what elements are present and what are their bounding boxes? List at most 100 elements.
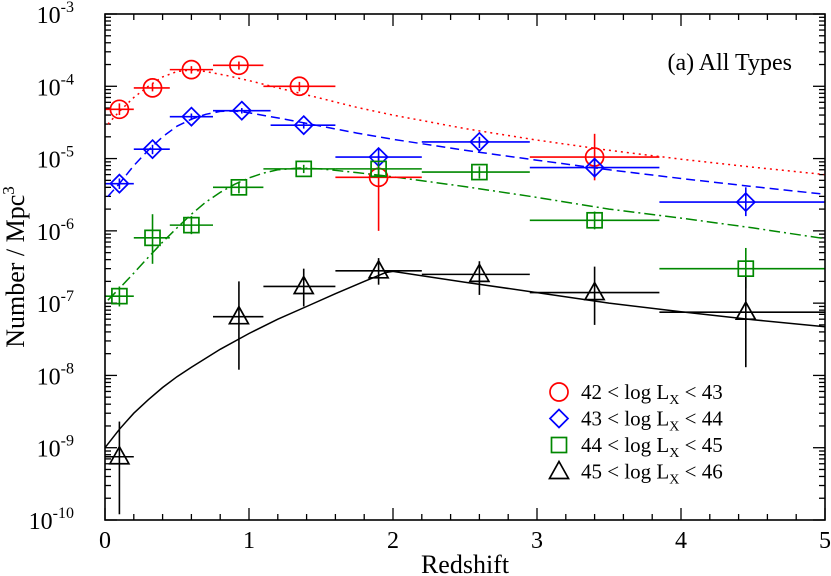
point-triangle-marker [468,262,491,283]
point-circle-marker [181,59,202,80]
x-tick-label: 1 [243,528,255,554]
legend-label-subscript: X [669,473,679,488]
legend-label: 43 < log LX < 44 [581,407,723,435]
x-tick-label: 5 [819,528,831,554]
legend-label-suffix: < 44 [679,407,723,431]
model-curve-series-2 [107,110,826,197]
y-tick-label: 10-4 [37,71,74,101]
y-tick-exponent: -9 [61,433,74,450]
y-tick-exponent: -3 [61,0,74,16]
point-square-marker [471,163,488,181]
point-square-marker [230,178,248,196]
y-axis-label: Number / Mpc3 [0,186,30,348]
point-diamond-marker [584,157,605,178]
legend-label-subscript: X [669,393,679,408]
legend-label-prefix: 44 < log L [581,433,669,457]
y-tick-label: 10-6 [37,216,74,246]
data-point-series-2 [421,131,530,153]
point-diamond-marker [735,191,757,213]
legend-label-subscript: X [669,446,679,461]
legend-item-series-3: 44 < log LX < 45 [550,433,723,461]
legend-label-prefix: 43 < log L [581,407,669,431]
point-square-marker [111,287,128,305]
y-tick-exponent: -4 [61,71,74,88]
legend-item-series-4: 45 < log LX < 46 [548,459,723,488]
data-point-series-4 [421,261,530,295]
model-curve-series-4 [104,270,826,449]
panel-label: (a) All Types [667,50,792,76]
model-curve-series-3 [107,167,826,301]
x-axis-label: Redshift [421,550,510,576]
data-point-series-4 [263,268,336,307]
data-points [105,55,825,515]
y-tick-base: 10 [37,220,61,246]
legend-label: 45 < log LX < 46 [581,460,723,488]
data-point-series-3 [213,178,264,196]
data-point-series-1 [213,55,264,76]
model-curve-series-1 [107,69,826,176]
y-tick-label: 10-7 [37,288,74,318]
legend-diamond-marker [548,408,570,429]
legend-item-series-1: 42 < log LX < 43 [549,380,723,408]
data-point-series-2 [270,114,336,136]
data-point-series-3 [659,247,825,289]
point-triangle-marker [227,304,250,325]
point-triangle-marker [367,259,390,279]
y-tick-base: 10 [37,364,61,390]
y-tick-exponent: -7 [61,288,74,305]
point-circle-marker [289,76,310,97]
x-tick-label: 2 [387,528,399,554]
point-triangle-marker [108,445,131,465]
data-point-series-4 [105,421,134,515]
y-tick-base: 10 [29,509,53,535]
point-square-marker [737,260,755,278]
y-tick-exponent: -8 [61,360,74,377]
data-point-series-2 [169,106,213,127]
point-square-marker [295,160,313,178]
data-point-series-3 [105,286,134,307]
point-diamond-marker [181,106,202,127]
point-square-marker [183,216,200,234]
legend-label: 42 < log LX < 43 [581,380,723,408]
x-tick-label: 4 [675,528,687,554]
legend-triangle-marker [548,459,570,480]
point-diamond-marker [293,114,314,136]
point-triangle-marker [292,274,315,295]
data-point-series-3 [335,160,422,178]
y-tick-exponent: -6 [61,216,74,233]
point-square-marker [144,229,161,247]
y-tick-label: 10-5 [37,144,74,174]
data-point-series-4 [529,266,660,325]
point-triangle-marker [583,280,606,301]
data-point-series-2 [133,138,170,160]
data-point-series-2 [105,173,134,194]
point-diamond-marker [231,100,253,121]
data-point-series-1 [169,59,213,80]
data-point-series-3 [263,160,336,178]
y-tick-label: 10-3 [37,0,74,29]
data-point-series-3 [133,214,170,264]
data-point-series-2 [529,157,660,178]
point-circle-marker [142,78,163,98]
data-point-series-4 [659,276,825,368]
data-point-series-3 [529,211,660,230]
plot-frame [104,13,826,521]
point-diamond-marker [469,131,490,153]
y-tick-exponent: -5 [61,144,74,161]
legend-label: 44 < log LX < 45 [581,433,723,461]
legend-label-prefix: 45 < log L [581,460,669,484]
y-axis-label-sup: 3 [0,186,18,195]
legend-label-prefix: 42 < log L [581,380,669,404]
data-point-series-1 [105,99,134,120]
legend-label-suffix: < 43 [679,380,722,404]
data-point-series-4 [335,258,422,285]
y-tick-base: 10 [37,292,61,318]
legend-item-series-2: 43 < log LX < 44 [548,407,723,435]
data-point-series-2 [213,100,271,121]
y-tick-label: 10-8 [37,360,74,390]
legend-square-marker [550,436,568,454]
data-point-series-1 [133,78,170,98]
x-tick-label: 3 [531,528,543,554]
data-point-series-1 [263,76,336,97]
